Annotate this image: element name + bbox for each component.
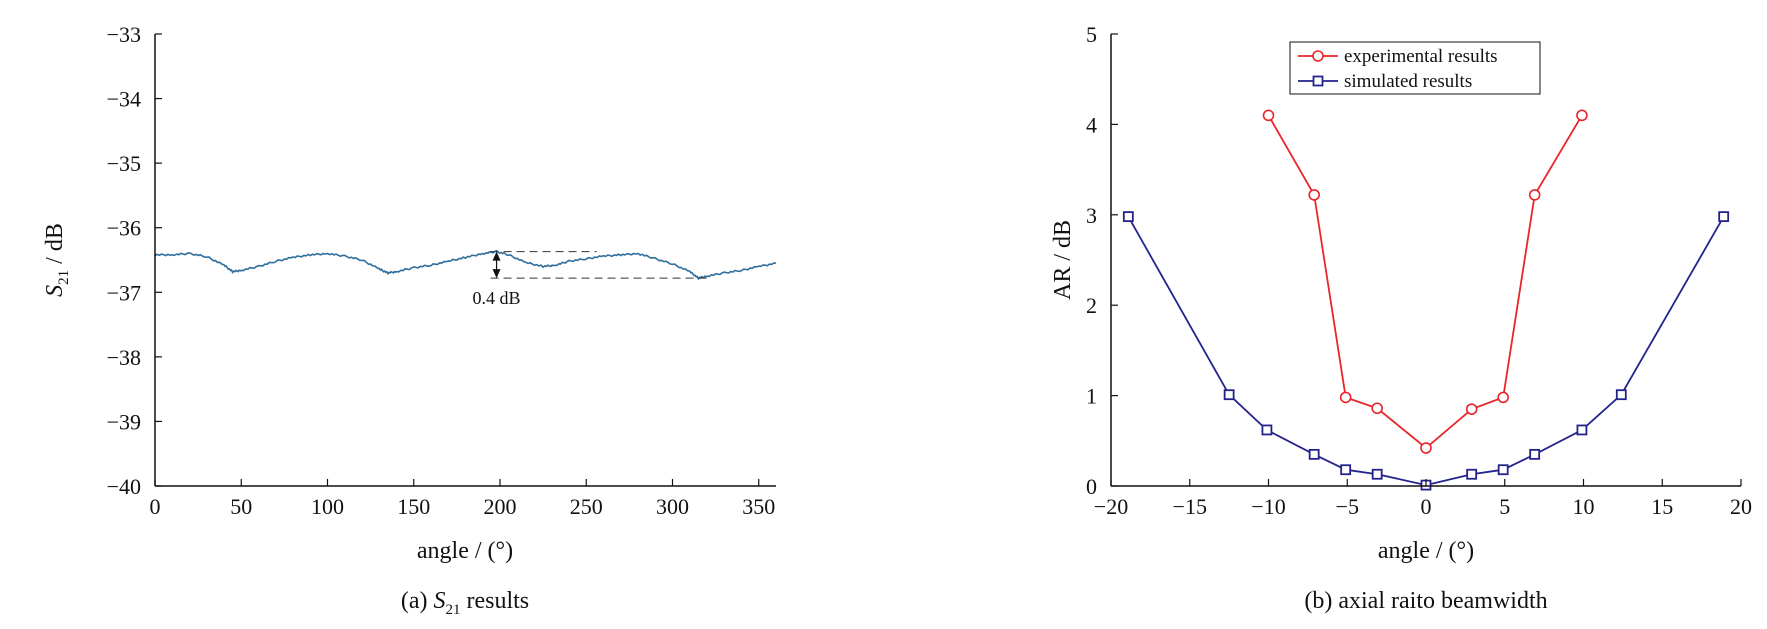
chart-a-annotation-arrowhead-up [492,251,501,261]
chart-b-point-circle [1262,109,1275,122]
a-x-tick-label: 50 [230,494,252,519]
a-x-tick-label: 200 [484,494,517,519]
b-y-tick-label: 3 [1086,203,1097,228]
chart-b-point-square [1308,448,1320,460]
chart-b-point-square [1122,211,1134,223]
b-x-tick-label: 5 [1499,494,1510,519]
chart-b-point-square [1615,389,1627,401]
a-x-tick-label: 0 [150,494,161,519]
chart-b-legend-label-1: simulated results [1344,71,1472,92]
b-y-tick-label: 4 [1086,112,1097,137]
b-x-tick-label: −10 [1251,494,1285,519]
chart-b-y-ticks: 0 1 2 3 4 5 [1086,22,1118,499]
chart-b-point-square [1223,389,1235,401]
chart-b-point-square [1340,464,1352,476]
chart-b-legend-marker-circle [1312,50,1324,62]
b-x-tick-label: −5 [1336,494,1359,519]
chart-b-marks [1122,109,1730,491]
a-y-tick-label: −40 [107,474,141,499]
b-x-tick-label: 20 [1730,494,1752,519]
chart-b-point-circle [1497,391,1509,404]
chart-b-series-line-0 [1267,114,1583,450]
chart-a-annotation-arrowhead-down [492,269,501,279]
chart-b-point-square [1497,464,1509,476]
chart-b-legend-marker-square [1312,75,1324,87]
chart-b-point-circle [1371,402,1383,415]
chart-b: −20 −15 −10 −5 0 5 10 15 20 0 1 2 3 4 5 angle / (°) A… [1050,22,1752,614]
chart-b-point-square [1576,424,1588,436]
a-x-tick-label: 350 [742,494,775,519]
b-y-tick-label: 0 [1086,474,1097,499]
b-x-tick-label: 15 [1651,494,1673,519]
chart-a-marks [154,249,777,281]
a-y-tick-label: −33 [107,22,141,47]
chart-a-y-ticks: −33 −34 −35 −36 −37 −38 −39 −40 [107,22,162,499]
a-x-tick-label: 150 [397,494,430,519]
chart-a-series-line [154,249,777,281]
b-x-tick-label: −15 [1173,494,1207,519]
a-y-tick-label: −39 [107,409,141,434]
chart-b-caption: (b) axial raito beamwidth [1304,588,1547,614]
a-y-tick-label: −37 [107,280,141,305]
chart-a-y-label: S21 / dB [42,223,72,297]
b-x-tick-label: 0 [1421,494,1432,519]
chart-b-legend-box [1289,41,1541,95]
b-y-tick-label: 1 [1086,384,1097,409]
chart-b-point-square [1718,211,1730,223]
chart-a: 0 50 100 150 200 250 300 350 −33 −34 −35 −36 −37 −38… [42,22,777,618]
b-x-tick-label: −20 [1094,494,1128,519]
chart-b-legend: experimental results simulated results [1289,41,1541,95]
a-x-tick-label: 100 [311,494,344,519]
a-y-tick-label: −35 [107,151,141,176]
chart-b-point-circle [1420,442,1432,454]
chart-a-caption: (a) S21 results [401,588,529,618]
chart-b-point-square [1466,468,1478,480]
chart-b-point-square [1261,424,1273,436]
b-x-tick-label: 10 [1573,494,1595,519]
a-y-tick-label: −34 [107,87,141,112]
chart-a-x-ticks: 0 50 100 150 200 250 300 350 [150,479,775,519]
chart-b-x-ticks: −20 −15 −10 −5 0 5 10 15 20 [1094,479,1752,519]
chart-b-point-circle [1339,391,1352,404]
chart-b-point-square [1371,468,1383,480]
chart-b-y-label: AR / dB [1050,220,1076,300]
chart-b-point-circle [1308,189,1320,201]
chart-a-annotation: 0.4 dB [473,251,707,308]
a-y-tick-label: −36 [107,216,141,241]
a-x-tick-label: 250 [570,494,603,519]
chart-b-point-circle [1528,189,1541,201]
chart-b-x-label: angle / (°) [1378,538,1474,564]
b-y-tick-label: 2 [1086,293,1097,318]
a-x-tick-label: 300 [656,494,689,519]
chart-a-x-label: angle / (°) [417,538,513,564]
chart-b-point-circle [1465,403,1478,415]
b-y-tick-label: 5 [1086,22,1097,47]
a-y-tick-label: −38 [107,345,141,370]
chart-b-point-square [1529,448,1541,460]
chart-b-legend-label-0: experimental results [1344,46,1498,67]
chart-a-annotation-label: 0.4 dB [473,288,521,308]
chart-b-point-circle [1576,109,1588,122]
